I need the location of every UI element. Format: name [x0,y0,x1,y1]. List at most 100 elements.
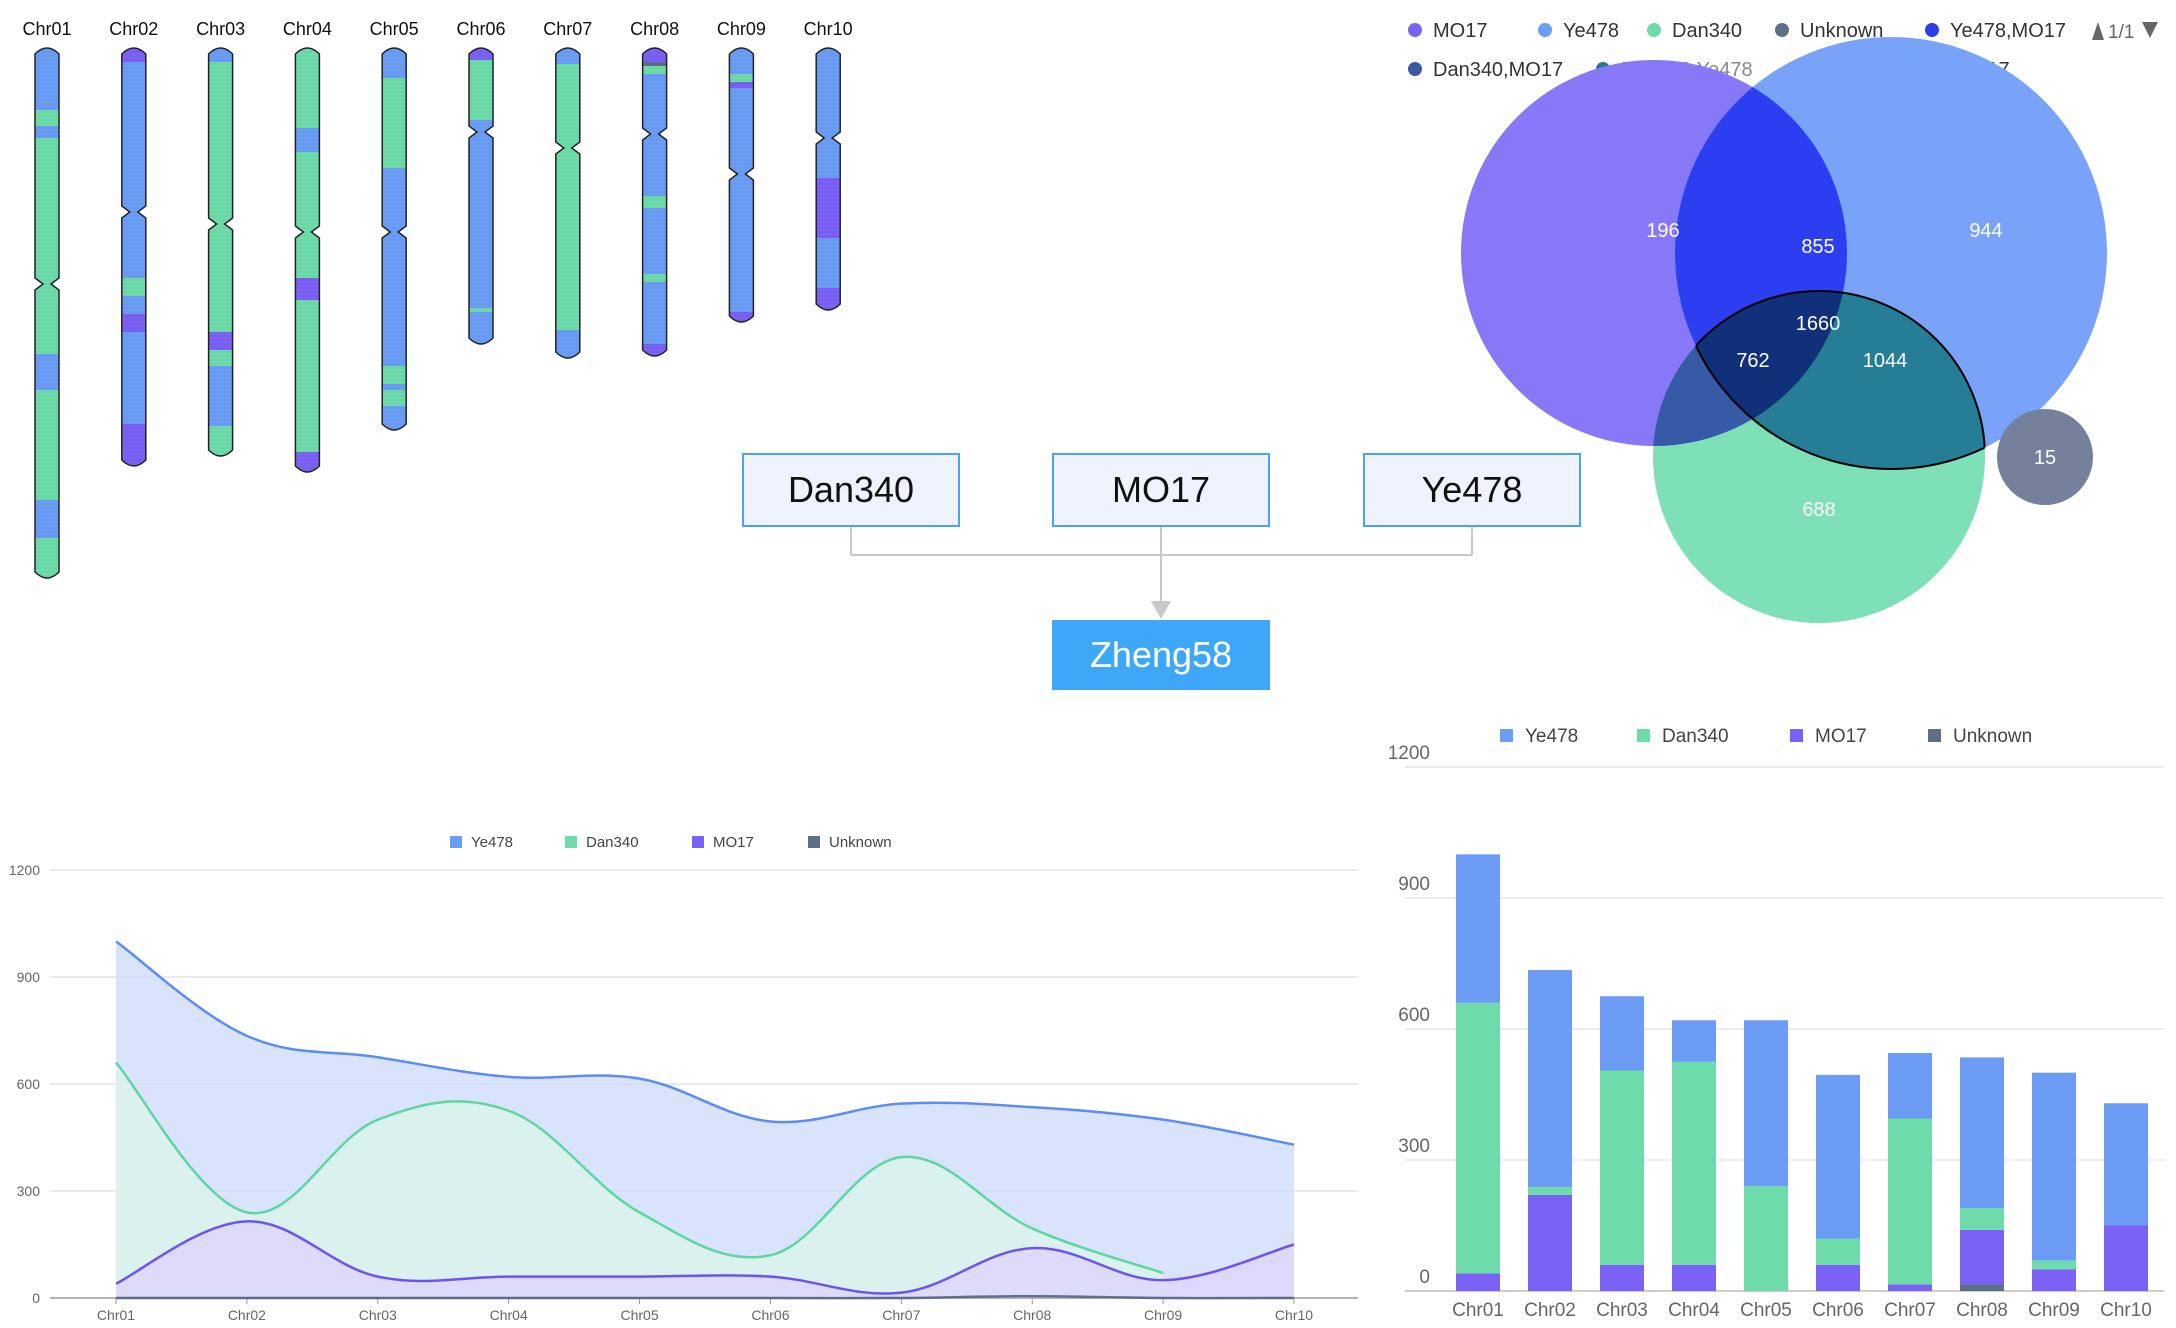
chromosome-chr07[interactable]: Chr07 [543,19,592,359]
chromosome-segment[interactable] [382,168,407,366]
chromosome-segment[interactable] [208,62,233,332]
chromosome-segment[interactable] [642,196,667,208]
chromosome-segment[interactable] [382,384,407,390]
chromosome-segment[interactable] [121,48,146,62]
chromosome-segment[interactable] [121,278,146,296]
venn-legend-item[interactable]: MO17 [1408,20,1487,42]
chromosome-segment[interactable] [35,110,59,126]
bar-dan340[interactable] [1528,1187,1572,1195]
chromosome-segment[interactable] [382,48,407,78]
area-series-unknown[interactable] [116,1294,1295,1300]
venn-legend-item[interactable]: Ye478 [1538,20,1619,42]
area-series-mo17[interactable] [115,1220,1295,1298]
chromosome-segment[interactable] [816,238,841,288]
chromosome-chr03[interactable]: Chr03 [196,19,245,457]
bar-dan340[interactable] [2032,1260,2076,1270]
chromosome-segment[interactable] [295,152,320,278]
bar-ye478[interactable] [1456,854,1500,1003]
bar-dan340[interactable] [1744,1186,1788,1291]
chromosome-segment[interactable] [729,312,754,322]
chromosome-segment[interactable] [642,66,667,74]
bar-mo17[interactable] [2032,1269,2076,1291]
chromosome-chr06[interactable]: Chr06 [456,19,506,345]
chromosome-segment[interactable] [469,60,493,120]
chromosome-segment[interactable] [35,390,59,500]
chromosome-segment[interactable] [121,424,146,466]
chromosome-segment[interactable] [469,308,493,312]
chromosome-segment[interactable] [208,332,233,350]
chromosome-segment[interactable] [642,344,667,356]
parent-box-ye478[interactable]: Ye478 [1363,453,1581,527]
bar-ye478[interactable] [1672,1020,1716,1062]
bar-ye478[interactable] [1816,1074,1860,1239]
chromosome-segment[interactable] [35,500,59,538]
pager-next-icon[interactable] [2142,22,2158,38]
chromosome-segment[interactable] [642,274,667,282]
chromosome-segment[interactable] [208,48,233,62]
chromosome-segment[interactable] [382,366,407,384]
chromosome-segment[interactable] [816,178,841,238]
chromosome-segment[interactable] [382,390,407,406]
chromosome-segment[interactable] [295,452,320,472]
chromosome-chr05[interactable]: Chr05 [370,19,419,431]
bar-legend-item[interactable]: MO17 [1790,726,1867,747]
chromosome-segment[interactable] [816,48,841,178]
area-legend-item[interactable]: Ye478 [450,834,513,851]
bar-mo17[interactable] [1528,1194,1572,1291]
bar-ye478[interactable] [2032,1072,2076,1261]
chromosome-segment[interactable] [295,128,320,152]
chromosome-chr02[interactable]: Chr02 [109,19,158,467]
chromosome-segment[interactable] [729,48,754,74]
bar-dan340[interactable] [1816,1238,1860,1265]
chromosome-segment[interactable] [816,288,841,310]
bar-ye478[interactable] [1960,1057,2004,1209]
chromosome-chr09[interactable]: Chr09 [717,19,766,323]
chromosome-segment[interactable] [642,282,667,344]
chromosome-segment[interactable] [382,78,407,168]
chromosome-chr10[interactable]: Chr10 [804,19,853,311]
chromosome-segment[interactable] [35,48,59,110]
area-legend-item[interactable]: Dan340 [565,834,639,851]
chromosome-segment[interactable] [35,354,59,390]
chromosome-segment[interactable] [295,300,320,452]
chromosome-segment[interactable] [555,48,580,64]
bar-dan340[interactable] [1960,1208,2004,1230]
venn-circle-unknown[interactable] [1997,409,2093,505]
chromosome-segment[interactable] [208,366,233,426]
bar-unknown[interactable] [1960,1284,2004,1291]
chromosome-segment[interactable] [121,314,146,332]
chromosome-segment[interactable] [555,64,580,330]
chromosome-segment[interactable] [469,120,493,308]
area-legend-item[interactable]: MO17 [692,834,754,851]
chromosome-segment[interactable] [642,208,667,274]
chromosome-chr01[interactable]: Chr01 [22,19,72,579]
chromosome-segment[interactable] [35,538,59,578]
legend-pager[interactable]: 1/1 [2092,22,2158,43]
chromosome-segment[interactable] [729,88,754,312]
bar-dan340[interactable] [1672,1061,1716,1265]
chromosome-segment[interactable] [35,126,59,138]
bar-mo17[interactable] [1960,1229,2004,1285]
parent-box-dan340[interactable]: Dan340 [742,453,960,527]
bar-mo17[interactable] [1888,1284,1932,1291]
chromosome-segment[interactable] [469,312,493,344]
bar-ye478[interactable] [2104,1103,2148,1226]
area-series-dan340[interactable] [115,1061,1164,1298]
bar-dan340[interactable] [1888,1118,1932,1285]
bar-legend-item[interactable]: Ye478 [1500,726,1578,747]
parent-box-mo17[interactable]: MO17 [1052,453,1270,527]
pager-prev-icon[interactable] [2092,22,2104,40]
bar-mo17[interactable] [2104,1225,2148,1292]
area-legend-item[interactable]: Unknown [808,834,892,851]
chromosome-chr04[interactable]: Chr04 [283,19,332,473]
bar-mo17[interactable] [1672,1264,1716,1291]
venn-legend-item[interactable]: Unknown [1775,20,1883,42]
chromosome-segment[interactable] [382,406,407,430]
venn-legend-item[interactable]: Dan340,MO17 [1408,59,1563,81]
chromosome-segment[interactable] [295,278,320,300]
venn-legend-item[interactable]: Ye478,MO17 [1925,20,2066,42]
chromosome-segment[interactable] [729,82,754,88]
bar-dan340[interactable] [1600,1070,1644,1265]
chromosome-segment[interactable] [642,62,667,66]
bar-mo17[interactable] [1816,1264,1860,1291]
